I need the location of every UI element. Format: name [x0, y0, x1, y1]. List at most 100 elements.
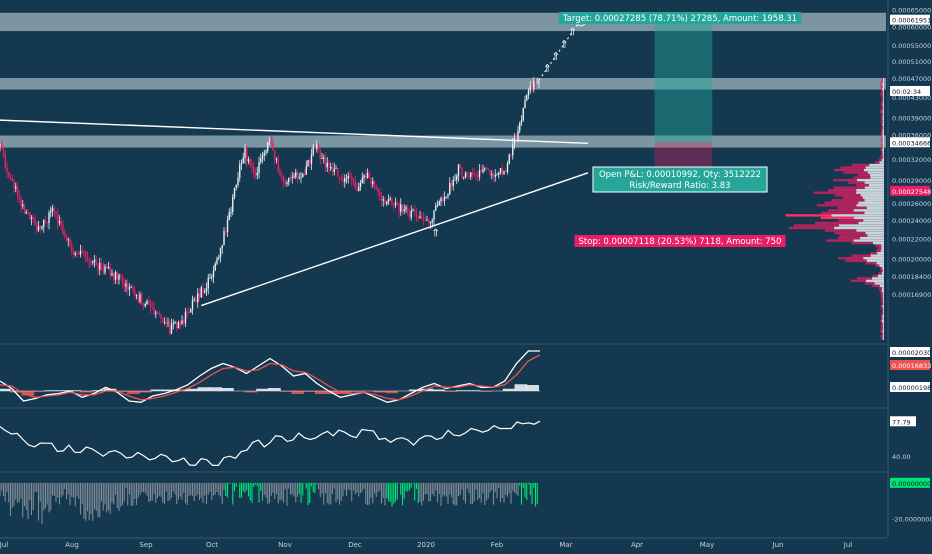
- volume-profile-bar-up: [881, 78, 884, 81]
- volume-profile-bar-up: [821, 211, 865, 215]
- macd-hist-bar: [197, 387, 211, 391]
- x-tick-8: Mar: [559, 541, 572, 549]
- candle-body: [9, 176, 12, 179]
- candle-body: [456, 175, 458, 181]
- candle-body: [39, 226, 41, 229]
- volume-profile-bar-down: [872, 241, 884, 245]
- volume-profile-bar-down: [882, 136, 884, 139]
- volume-profile-bar-down: [883, 105, 884, 109]
- macd-hist-bar: [9, 391, 23, 393]
- volume-profile-bar-down: [866, 206, 884, 210]
- volume-profile-bar-up: [876, 249, 881, 252]
- candle-body: [463, 177, 465, 178]
- volume-profile-bar-up: [880, 138, 883, 142]
- candle-body: [288, 177, 290, 183]
- target-zone: [654, 19, 713, 143]
- volume-profile-bar-down: [880, 249, 884, 252]
- x-tick-10: May: [700, 541, 714, 549]
- volume-profile-bar-up: [880, 325, 883, 328]
- volume-profile-bar-up: [834, 194, 861, 197]
- volume-profile-bar-down: [866, 279, 884, 283]
- volume-profile-bar-up: [880, 103, 883, 106]
- candle-body: [202, 287, 204, 293]
- macd-hist-bar: [115, 391, 129, 392]
- volume-profile-bar-up: [828, 188, 857, 192]
- candle-body: [172, 323, 174, 325]
- candle-body: [487, 168, 489, 170]
- candle-body: [148, 300, 150, 302]
- volume-profile-bar-up: [880, 294, 883, 298]
- volume-profile-bar-down: [881, 246, 884, 250]
- volume-profile-bar-down: [882, 148, 884, 152]
- price-tick-6: 0.00039000: [892, 114, 931, 122]
- volume-profile-bar-down: [856, 229, 884, 232]
- candle-body: [466, 172, 468, 176]
- lower-trendline: [201, 172, 589, 307]
- candle-body: [470, 172, 472, 177]
- candle-body: [377, 188, 379, 193]
- candle-body: [515, 138, 517, 140]
- candle-body: [356, 188, 358, 191]
- candle-body: [113, 273, 115, 280]
- candle-body: [403, 209, 405, 212]
- candle-body: [232, 196, 234, 212]
- candle-body: [380, 195, 383, 201]
- candle-body: [435, 205, 437, 211]
- candle-body: [69, 239, 71, 245]
- candle-body: [149, 301, 152, 308]
- candle-body: [365, 175, 367, 179]
- candle-body: [494, 174, 496, 177]
- volume-profile-bar-down: [874, 282, 884, 285]
- candle-body: [520, 120, 523, 123]
- candle-body: [358, 187, 360, 191]
- volume-profile-bar-down: [882, 133, 884, 136]
- candle-body: [279, 171, 281, 176]
- volume-profile-bar-up: [881, 105, 884, 109]
- candle-body: [300, 177, 302, 178]
- candle-body: [314, 146, 316, 149]
- candle-body: [83, 251, 85, 253]
- volume-profile-bar-up: [842, 196, 863, 199]
- candle-body: [191, 300, 194, 310]
- candle-body: [235, 184, 237, 188]
- volume-profile-bar-up: [880, 133, 883, 136]
- candle-body: [284, 182, 286, 185]
- candle-body: [267, 142, 269, 151]
- candle-body: [249, 159, 251, 165]
- price-tick-3: 0.00051000: [892, 58, 931, 66]
- candle-body: [335, 168, 337, 169]
- macd-hist-bar: [162, 389, 176, 391]
- volume-profile-bar-down: [883, 332, 884, 335]
- candle-body: [65, 235, 68, 241]
- candle-body: [51, 207, 54, 212]
- candle-body: [429, 221, 432, 224]
- candle-body: [135, 294, 138, 296]
- candle-body: [211, 277, 213, 278]
- candle-body: [324, 157, 327, 168]
- candle-body: [512, 144, 514, 156]
- candle-body: [167, 322, 169, 324]
- volume-profile-bar-down: [882, 294, 884, 298]
- volume-profile-bar-up: [880, 292, 883, 295]
- volume-profile-bar-down: [882, 269, 884, 273]
- candle-body: [438, 201, 440, 205]
- volume-profile-bar-down: [882, 327, 884, 330]
- volume-profile-bar-up: [880, 131, 883, 134]
- volume-profile-bar-up: [847, 181, 865, 184]
- candle-body: [338, 177, 341, 178]
- macd-hist-bar: [455, 390, 469, 391]
- volume-profile-bar-up: [872, 274, 878, 278]
- volume-profile-bar-down: [876, 262, 884, 265]
- candle-body: [170, 324, 173, 334]
- price-tag-bg-1: [890, 85, 930, 96]
- volume-profile-bar-down: [863, 257, 884, 260]
- candle-body: [443, 197, 446, 202]
- volume-profile-bar-down: [839, 224, 884, 227]
- candle-body: [268, 141, 271, 143]
- candle-body: [20, 198, 22, 207]
- target-label-bg: [558, 12, 802, 24]
- volume-profile-bar-up: [840, 166, 866, 169]
- candle-body: [223, 231, 225, 246]
- candle-body: [330, 166, 332, 169]
